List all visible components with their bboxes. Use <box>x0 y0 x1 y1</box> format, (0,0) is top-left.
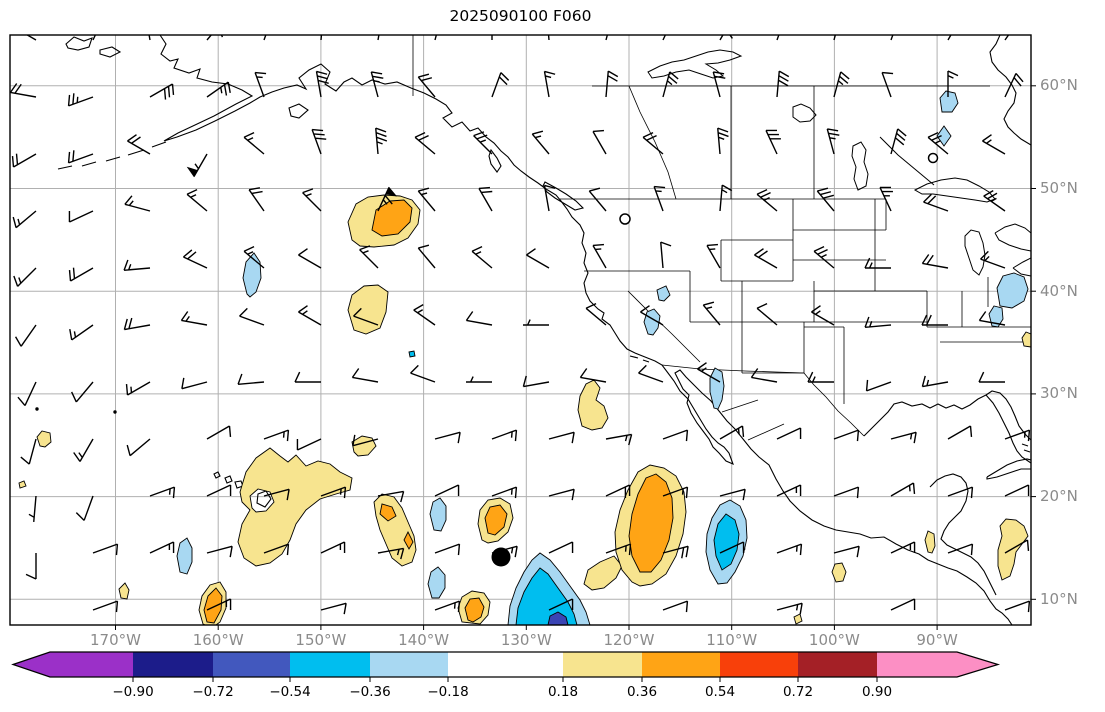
colorbar-tick-label: 0.72 <box>782 684 814 700</box>
colorbar-tick-label: −0.90 <box>112 684 154 700</box>
lon-tick-label: 90°W <box>916 631 958 649</box>
lon-tick-label: 110°W <box>706 631 758 649</box>
plot-title: 2025090100 F060 <box>449 7 592 25</box>
lat-tick-label: 20°N <box>1040 487 1078 506</box>
lat-tick-label: 40°N <box>1040 281 1078 300</box>
wind-barbs <box>10 35 1031 615</box>
station-markers <box>491 152 939 567</box>
colorbar-ticks <box>132 677 878 682</box>
axis-ticks <box>115 85 1036 630</box>
colorbar-tick-label: 0.36 <box>626 684 658 700</box>
lat-tick-label: 30°N <box>1040 384 1078 403</box>
map-frame <box>9 34 1032 626</box>
lon-tick-label: 120°W <box>603 631 655 649</box>
colorbar-tick-label: 0.90 <box>861 684 893 700</box>
colorbar <box>13 652 998 677</box>
colorbar-tick-label: 0.54 <box>704 684 736 700</box>
lat-tick-label: 60°N <box>1040 76 1078 95</box>
lat-tick-label: 50°N <box>1040 179 1078 197</box>
coastlines <box>57 35 1031 625</box>
colorbar-tick-label: −0.72 <box>192 684 234 700</box>
lat-tick-label: 10°N <box>1040 589 1078 608</box>
colorbar-outline <box>11 651 1001 678</box>
lon-tick-label: 150°W <box>295 631 347 649</box>
anomaly-contours <box>18 90 1031 625</box>
lon-tick-label: 170°W <box>90 631 141 649</box>
colorbar-tick-label: −0.36 <box>349 684 391 700</box>
colorbar-tick-label: −0.54 <box>269 684 311 700</box>
colorbar-tick-label: 0.18 <box>547 684 579 700</box>
lon-tick-label: 100°W <box>808 631 860 649</box>
grid-lines <box>10 35 1031 625</box>
lon-tick-label: 160°W <box>192 631 244 649</box>
lon-tick-label: 140°W <box>398 631 450 649</box>
colorbar-tick-label: −0.18 <box>427 684 469 700</box>
lon-tick-label: 130°W <box>500 631 552 649</box>
